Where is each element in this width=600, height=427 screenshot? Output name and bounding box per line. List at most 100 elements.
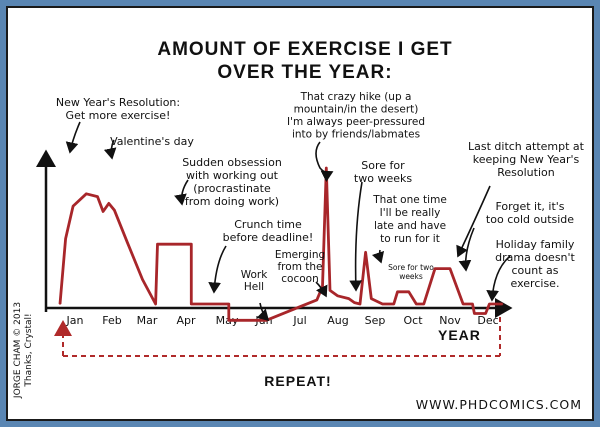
arrow-lastditch (456, 185, 491, 258)
series-point-2 (72, 205, 74, 207)
series-point-40 (488, 303, 491, 305)
annotation-lastditch-line-1: keeping New Year's (473, 153, 580, 166)
annotation-sore2: Sore for two weeks (388, 263, 434, 281)
annotation-crunch: Crunch time before deadline! (223, 218, 314, 244)
arrow-sore1 (349, 181, 363, 292)
series-point-34 (434, 267, 436, 270)
annotation-hike-line-2: I'm always peer-pressured (287, 116, 425, 128)
series-point-26 (364, 251, 367, 254)
annotation-late: That one time I'll be really late and have… (372, 194, 447, 245)
axes (36, 149, 513, 318)
series-point-24 (353, 301, 356, 304)
annotation-resolution: New Year's Resolution: Get more exercise! (56, 96, 180, 122)
series-point-38 (473, 312, 476, 315)
series-point-14 (227, 303, 230, 305)
annotation-holiday-line-0: Holiday family (496, 238, 575, 251)
arrow-workhell (256, 302, 270, 322)
annotation-late-line-0: That one time (372, 194, 447, 206)
x-tick-label-aug: Aug (327, 314, 348, 327)
annotation-lastditch-line-0: Last ditch attempt at (468, 140, 585, 153)
series-point-32 (415, 303, 418, 305)
annotation-procrastinate-line-2: (procrastinate (193, 182, 271, 195)
series-point-1 (64, 237, 67, 240)
annotation-holiday-line-1: drama doesn't (495, 251, 575, 264)
series-point-5 (102, 210, 104, 213)
series-point-25 (359, 303, 361, 305)
annotation-holiday: Holiday family drama doesn't count as exerc… (495, 238, 575, 290)
annotation-sore2-line-1: weeks (399, 272, 423, 281)
series-point-3 (85, 193, 88, 195)
annotation-sore2-line-0: Sore for two (388, 263, 434, 272)
series-point-39 (484, 312, 487, 315)
annotation-hike-line-3: into by friends/labmates (292, 129, 420, 141)
series-point-19 (321, 285, 324, 288)
annotation-cocoon-line-2: cocoon (281, 273, 318, 285)
annotation-crunch-line-1: before deadline! (223, 231, 314, 244)
series-point-7 (113, 209, 116, 211)
repeat-loop (54, 317, 501, 357)
annotation-procrastinate-line-0: Sudden obsession (182, 156, 282, 169)
arrow-crunch (208, 245, 227, 294)
annotation-sore1-line-1: two weeks (354, 172, 412, 185)
series-point-28 (381, 303, 384, 305)
series-point-13 (190, 303, 193, 305)
annotation-cold: Forget it, it's too cold outside (486, 200, 574, 226)
comic-panel (6, 6, 594, 421)
annotation-arrows (65, 121, 511, 322)
x-tick-label-may: May (216, 314, 239, 327)
series-point-17 (299, 305, 301, 308)
series-point-30 (396, 290, 399, 293)
x-tick-label-dec: Dec (477, 314, 498, 327)
x-tick-label-sep: Sep (365, 314, 386, 327)
annotation-sore1: Sore for two weeks (354, 159, 412, 185)
series-point-35 (449, 267, 451, 270)
credit-line-1: Thanks, Crystal! (24, 313, 34, 387)
series-point-6 (107, 202, 110, 205)
series-point-21 (329, 289, 331, 292)
chart-title-line-2: OVER THE YEAR: (217, 62, 392, 83)
series-point-10 (154, 303, 157, 305)
annotation-resolution-line-0: New Year's Resolution: (56, 96, 180, 109)
x-tick-label-nov: Nov (439, 314, 461, 327)
credit-line-0: JORGE CHAM © 2013 (13, 302, 23, 399)
annotation-late-line-2: late and have (374, 220, 446, 232)
annotation-workhell-line-0: Work (241, 269, 269, 281)
annotation-workhell: Work Hell (241, 269, 269, 293)
chart-title-line-1: AMOUNT OF EXERCISE I GET (157, 39, 452, 60)
series-point-12 (190, 243, 193, 245)
arrow-valentines (103, 139, 117, 160)
x-axis-label: YEAR (438, 327, 481, 343)
series-point-15 (227, 319, 230, 322)
series-point-8 (126, 242, 129, 244)
arrow-cocoon (315, 281, 328, 298)
annotation-workhell-line-1: Hell (244, 281, 264, 293)
annotation-hike: That crazy hike (up a mountain/in the des… (287, 91, 425, 141)
series-point-18 (316, 299, 318, 301)
annotation-resolution-line-1: Get more exercise! (66, 109, 171, 122)
series-line (58, 166, 503, 322)
series-point-27 (370, 297, 373, 300)
arrow-late (371, 249, 385, 264)
series-point-20 (325, 167, 328, 169)
series-point-29 (392, 303, 395, 305)
series-point-41 (501, 303, 504, 305)
annotation-hike-line-0: That crazy hike (up a (300, 91, 412, 103)
annotation-procrastinate-line-1: with working out (186, 169, 279, 182)
series-point-0 (59, 303, 61, 305)
x-tick-label-jul: Jul (292, 314, 306, 327)
repeat-label: REPEAT! (264, 373, 331, 389)
annotation-cocoon-line-1: from the (277, 261, 322, 273)
x-tick-label-apr: Apr (176, 314, 196, 327)
series-point-22 (336, 295, 339, 297)
series-point-37 (471, 303, 474, 305)
arrow-resolution (65, 121, 81, 154)
series-point-4 (96, 195, 99, 198)
x-ticks: Jan Feb Mar Apr May Jun Jul Aug Sep Oct Nov Dec (66, 314, 499, 327)
series-point-11 (156, 243, 159, 245)
annotation-valentines: Valentine's day (110, 135, 194, 148)
annotation-late-line-1: I'll be really (380, 207, 441, 219)
annotation-holiday-line-2: count as (511, 264, 558, 277)
annotation-holiday-line-3: exercise. (511, 277, 560, 290)
annotation-procrastinate: Sudden obsession with working out (procras… (182, 156, 282, 208)
